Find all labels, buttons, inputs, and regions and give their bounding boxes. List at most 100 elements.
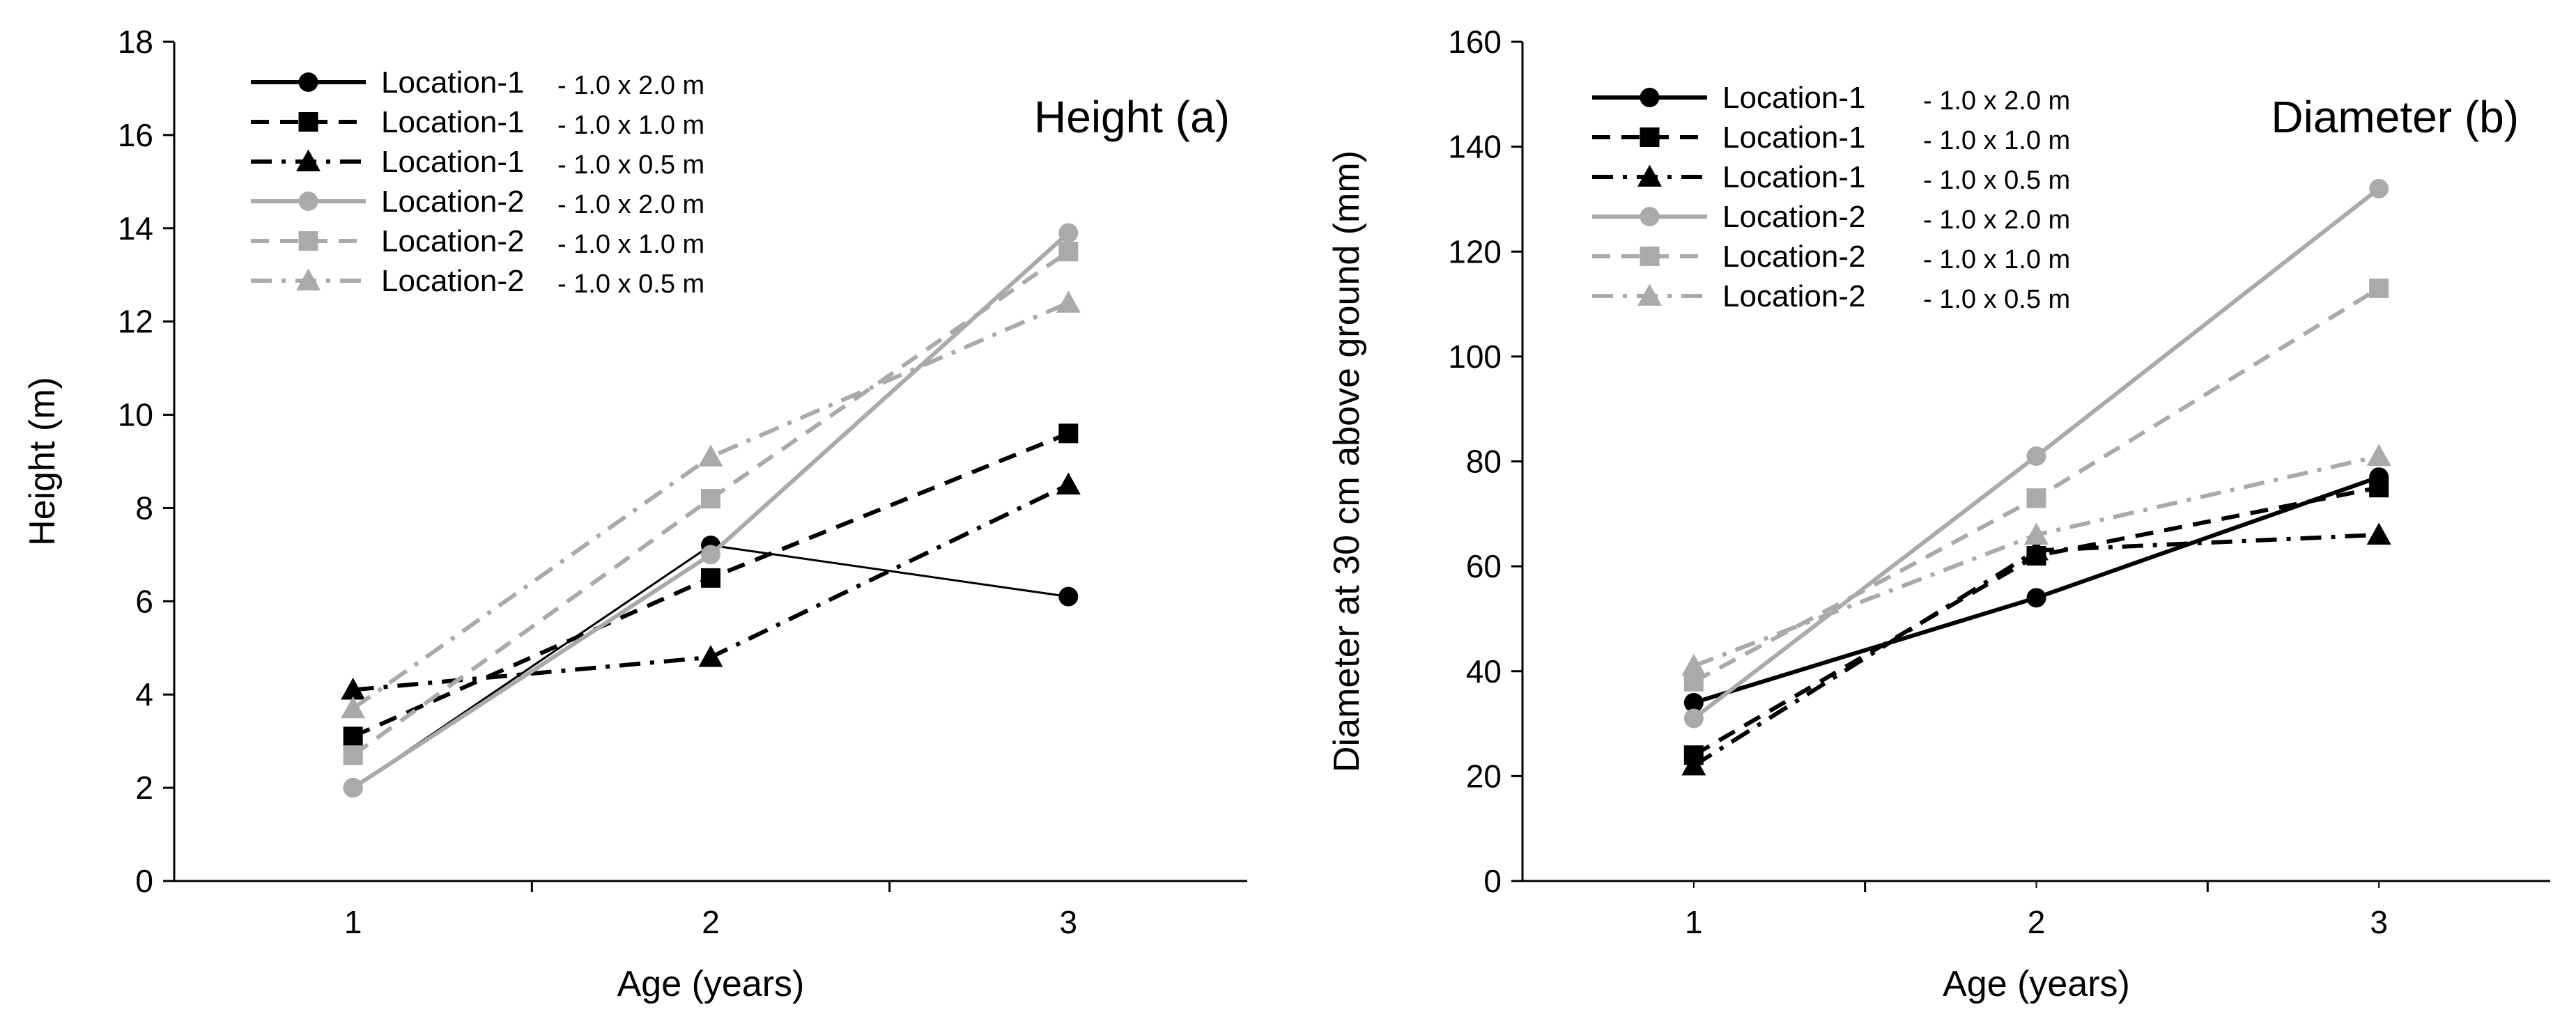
height-y-tick-label: 12 [118, 304, 153, 340]
height-x-tick-label: 2 [702, 904, 720, 940]
diameter-legend-location-2-1-0-x-1-0-m-name: Location-2 [1722, 240, 1865, 274]
diameter-legend-location-1-1-0-x-1-0-m-name: Location-1 [1722, 120, 1865, 155]
diameter-panel-title: Diameter (b) [2271, 92, 2519, 142]
diameter-legend-location-2-1-0-x-2-0-m-spacing: - 1.0 x 2.0 m [1923, 205, 2070, 235]
diameter-x-tick-label: 3 [2370, 904, 2388, 940]
height-y-axis-label: Height (m) [22, 377, 63, 546]
height-series-location-2-1-0-x-2-0-m-point [1058, 223, 1079, 243]
height-series-location-1-1-0-x-2-0-m-point [1058, 586, 1079, 607]
diameter-y-tick-label: 120 [1448, 233, 1502, 270]
diameter-legend-location-2-1-0-x-1-0-m-marker [1640, 247, 1660, 266]
diameter-series-location-1-1-0-x-0-5-m-line [1692, 532, 2380, 767]
height-series-location-1-1-0-x-0-5-m-point [1056, 472, 1081, 494]
height-series-location-1-1-0-x-1-0-m-point [343, 726, 363, 747]
height-legend-location-2-1-0-x-1-0-m-name: Location-2 [381, 224, 524, 258]
diameter-y-tick-label: 20 [1466, 758, 1502, 794]
diameter-legend-location-2-1-0-x-0-5-m-name: Location-2 [1722, 279, 1865, 313]
height-legend-location-1-1-0-x-0-5-m-name: Location-1 [381, 145, 524, 179]
diameter-series-location-2-1-0-x-0-5-m-point [1681, 653, 1706, 676]
diameter-legend-location-1-1-0-x-0-5-m-name: Location-1 [1722, 160, 1865, 194]
diameter-y-tick-label: 140 [1448, 129, 1502, 165]
height-legend-location-1-1-0-x-0-5-m-spacing: - 1.0 x 0.5 m [557, 150, 704, 180]
height-y-tick-label: 8 [135, 490, 153, 526]
diameter-series-location-2-1-0-x-2-0-m-point [2026, 446, 2046, 466]
height-y-tick-label: 2 [135, 770, 153, 806]
diameter-series-location-2-1-0-x-0-5-m-point [2366, 444, 2391, 466]
height-legend-location-1-1-0-x-1-0-m-name: Location-1 [381, 105, 524, 139]
height-y-tick-label: 14 [118, 210, 153, 247]
diameter-y-tick-label: 0 [1483, 863, 1502, 899]
height-series-location-2-1-0-x-0-5-m-point [1056, 290, 1081, 313]
diameter-series-location-2-1-0-x-1-0-m-point [2026, 488, 2046, 508]
height-y-tick-label: 10 [118, 397, 153, 433]
height-y-tick-label: 6 [135, 583, 153, 619]
diameter-series-location-1-1-0-x-0-5-m-point [2366, 522, 2391, 545]
height-series-location-1-1-0-x-0-5-m-point [341, 678, 366, 700]
height-y-tick-label: 0 [135, 863, 153, 899]
height-legend-location-1-1-0-x-2-0-m-name: Location-1 [381, 65, 524, 100]
height-legend-location-1-1-0-x-1-0-m-marker [298, 112, 318, 132]
height-legend-location-1-1-0-x-1-0-m-spacing: - 1.0 x 1.0 m [557, 111, 704, 140]
height-series-location-2-1-0-x-0-5-m-line [351, 301, 1070, 710]
height-x-tick-label: 1 [344, 904, 362, 940]
diameter-y-tick-label: 80 [1466, 444, 1502, 480]
height-series-location-2-1-0-x-1-0-m-point [343, 745, 363, 765]
height-legend-location-2-1-0-x-1-0-m-marker [298, 231, 318, 251]
diameter-legend-location-1-1-0-x-0-5-m-spacing: - 1.0 x 0.5 m [1923, 166, 2070, 195]
diameter-x-tick-label: 1 [1685, 904, 1703, 940]
diameter-y-tick-label: 100 [1448, 338, 1502, 375]
height-legend-location-2-1-0-x-2-0-m-name: Location-2 [381, 185, 524, 219]
height-x-tick-label: 3 [1060, 904, 1078, 940]
diameter-legend-location-1-1-0-x-2-0-m-spacing: - 1.0 x 2.0 m [1923, 86, 2070, 116]
diameter-series-location-2-1-0-x-2-0-m-point [2369, 178, 2389, 198]
diameter-series-location-2-1-0-x-2-0-m-point [1683, 708, 1704, 728]
height-legend-location-2-1-0-x-0-5-m-name: Location-2 [381, 264, 524, 298]
height-panel-title: Height (a) [1034, 92, 1230, 142]
diameter-legend-location-2-1-0-x-0-5-m-spacing: - 1.0 x 0.5 m [1923, 285, 2070, 314]
height-y-tick-label: 4 [135, 676, 153, 712]
diameter-series-location-1-1-0-x-1-0-m-point [2369, 478, 2389, 498]
diameter-series-location-1-1-0-x-2-0-m-point [1683, 692, 1704, 712]
height-y-tick-label: 18 [118, 24, 153, 60]
diameter-legend-location-1-1-0-x-1-0-m-marker [1640, 127, 1660, 147]
diameter-legend-location-2-1-0-x-0-5-m-marker [1637, 283, 1662, 306]
height-legend-location-1-1-0-x-2-0-m-marker [298, 72, 318, 92]
height-series-location-2-1-0-x-2-0-m-point [701, 545, 720, 565]
diameter-legend-location-2-1-0-x-2-0-m-name: Location-2 [1722, 200, 1865, 234]
diameter-y-tick-label: 60 [1466, 548, 1502, 584]
diameter-legend-location-2-1-0-x-2-0-m-marker [1640, 207, 1660, 226]
height-legend-location-2-1-0-x-2-0-m-spacing: - 1.0 x 2.0 m [557, 190, 704, 219]
diameter-x-tick-label: 2 [2028, 904, 2046, 940]
diameter-legend-location-1-1-0-x-0-5-m-marker [1637, 164, 1662, 187]
diameter-series-location-2-1-0-x-1-0-m-line [1692, 286, 2380, 684]
height-legend-location-1-1-0-x-2-0-m-spacing: - 1.0 x 2.0 m [557, 71, 704, 100]
height-x-axis-label: Age (years) [617, 964, 805, 1004]
diameter-y-axis-label: Diameter at 30 cm above ground (mm) [1327, 150, 1367, 772]
diameter-y-tick-label: 40 [1466, 653, 1502, 689]
height-legend-location-2-1-0-x-2-0-m-marker [298, 192, 318, 211]
height-series-location-1-1-0-x-1-0-m-point [1058, 423, 1079, 444]
height-series-location-2-1-0-x-0-5-m-point [698, 444, 723, 467]
diameter-series-location-1-1-0-x-0-5-m-point [1681, 753, 1706, 776]
height-series-location-2-1-0-x-1-0-m-point [1058, 242, 1079, 262]
diameter-legend-location-1-1-0-x-2-0-m-marker [1640, 88, 1660, 107]
diameter-y-tick-label: 160 [1448, 24, 1502, 60]
height-legend-location-1-1-0-x-0-5-m-marker [296, 149, 321, 171]
diameter-series-location-1-1-0-x-0-5-m-point [2024, 538, 2049, 561]
height-series-location-2-1-0-x-2-0-m-line [352, 231, 1070, 790]
height-legend-location-2-1-0-x-0-5-m-marker [296, 268, 321, 290]
height-series-location-1-1-0-x-0-5-m-point [698, 645, 723, 667]
height-legend-location-2-1-0-x-1-0-m-spacing: - 1.0 x 1.0 m [557, 230, 704, 259]
height-series-location-2-1-0-x-1-0-m-point [701, 489, 720, 509]
diameter-series-location-2-1-0-x-1-0-m-point [2369, 278, 2389, 298]
diameter-series-location-2-1-0-x-0-5-m-point [2024, 522, 2049, 545]
height-series-location-1-1-0-x-1-0-m-point [701, 568, 720, 588]
diameter-legend-location-2-1-0-x-1-0-m-spacing: - 1.0 x 1.0 m [1923, 245, 2070, 274]
height-series-location-2-1-0-x-2-0-m-point [343, 778, 363, 798]
diameter-series-location-1-1-0-x-2-0-m-point [2026, 588, 2046, 608]
diameter-legend-location-1-1-0-x-1-0-m-spacing: - 1.0 x 1.0 m [1923, 126, 2070, 155]
diameter-x-axis-label: Age (years) [1943, 964, 2130, 1004]
height-y-tick-label: 16 [118, 117, 153, 153]
